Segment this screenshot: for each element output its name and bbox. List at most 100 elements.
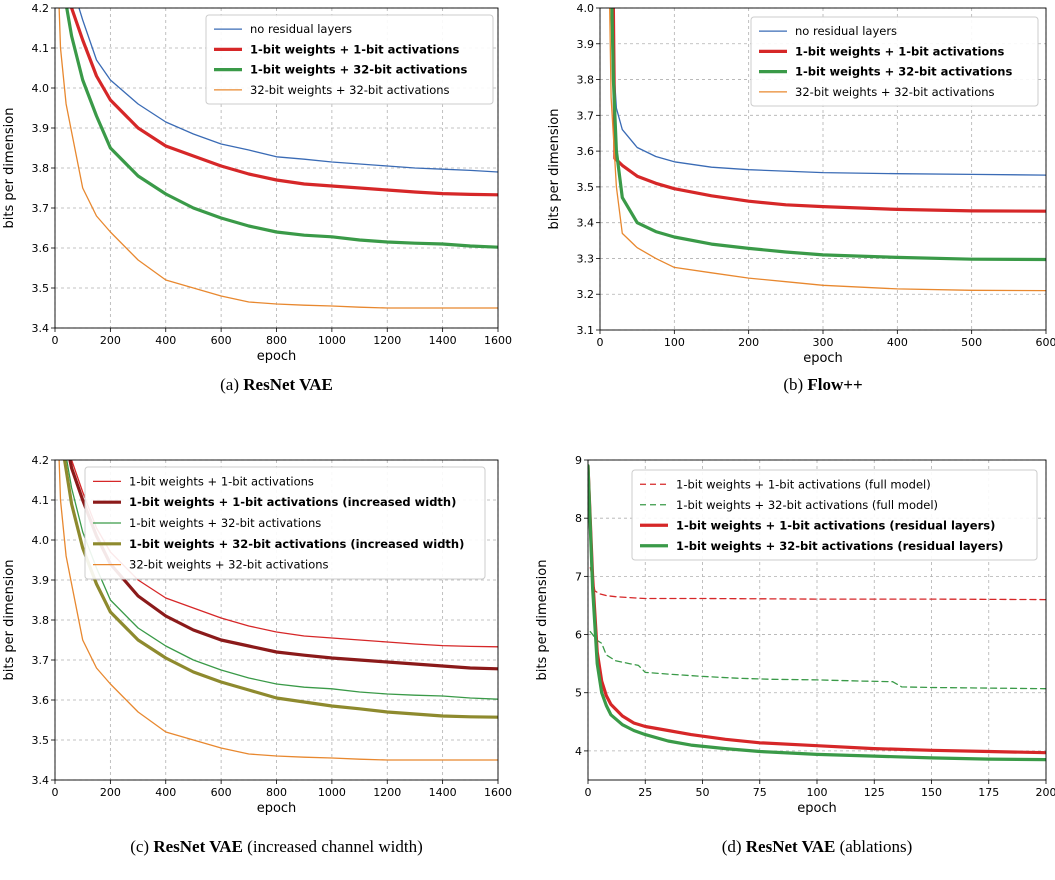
caption-prefix: (b) bbox=[783, 375, 807, 394]
y-tick-label: 6 bbox=[575, 629, 582, 642]
x-tick-label: 25 bbox=[638, 786, 652, 799]
y-tick-label: 3.6 bbox=[32, 242, 50, 255]
caption-bold: ResNet VAE bbox=[746, 837, 836, 856]
legend-label-3: 1-bit weights + 32-bit activations bbox=[795, 65, 1012, 79]
y-tick-label: 3.3 bbox=[577, 252, 595, 265]
y-tick-label: 7 bbox=[575, 570, 582, 583]
y-axis-label: bits per dimension bbox=[535, 560, 550, 681]
legend-label-2: 1-bit weights + 32-bit activations (full… bbox=[676, 498, 938, 512]
x-tick-label: 300 bbox=[813, 336, 834, 349]
caption-prefix: (c) bbox=[130, 837, 153, 856]
x-tick-label: 100 bbox=[664, 336, 685, 349]
legend-label-4: 1-bit weights + 32-bit activations (resi… bbox=[676, 539, 1003, 553]
x-tick-label: 0 bbox=[597, 336, 604, 349]
legend-label-2: 1-bit weights + 1-bit activations bbox=[250, 42, 459, 56]
series-line-2 bbox=[589, 630, 1046, 690]
y-axis-label: bits per dimension bbox=[547, 109, 562, 230]
y-tick-label: 3.4 bbox=[32, 322, 50, 335]
x-tick-label: 1200 bbox=[373, 334, 401, 347]
caption-prefix: (d) bbox=[722, 837, 746, 856]
y-tick-label: 3.5 bbox=[32, 734, 50, 747]
series-line-1 bbox=[78, 8, 498, 173]
legend-label-1: 1-bit weights + 1-bit activations (full … bbox=[676, 477, 931, 491]
series-group bbox=[588, 464, 1046, 762]
x-axis-label: epoch bbox=[803, 351, 843, 366]
y-tick-label: 3.2 bbox=[577, 288, 595, 301]
x-tick-label: 0 bbox=[52, 786, 59, 799]
x-tick-label: 0 bbox=[585, 786, 592, 799]
y-tick-label: 3.9 bbox=[577, 38, 595, 51]
x-tick-label: 1600 bbox=[484, 334, 512, 347]
x-tick-label: 1000 bbox=[318, 786, 346, 799]
y-axis-label: bits per dimension bbox=[2, 560, 17, 681]
y-tick-label: 8 bbox=[575, 512, 582, 525]
caption-bold: ResNet VAE bbox=[243, 375, 333, 394]
x-tick-label: 400 bbox=[155, 786, 176, 799]
chart-panel-b: 0 100 200 300 400 500 600 3.1 3.2 3.3 3.4 3.5 3.6 3.7… bbox=[547, 2, 1055, 394]
series-line-5 bbox=[58, 460, 498, 761]
legend-box bbox=[205, 14, 494, 105]
x-tick-label: 75 bbox=[753, 786, 767, 799]
y-tick-label: 4.1 bbox=[32, 494, 50, 507]
y-tick-label: 4.1 bbox=[32, 42, 50, 55]
y-tick-label: 3.9 bbox=[32, 574, 50, 587]
x-tick-label: 400 bbox=[887, 336, 908, 349]
legend-box bbox=[750, 16, 1039, 107]
y-tick-label: 9 bbox=[575, 454, 582, 467]
series-group bbox=[58, 8, 498, 309]
x-tick-label: 200 bbox=[100, 786, 121, 799]
y-tick-label: 3.7 bbox=[577, 109, 595, 122]
legend-box bbox=[84, 466, 486, 580]
x-axis-label: epoch bbox=[257, 349, 297, 364]
panel-caption: (a) ResNet VAE bbox=[220, 375, 333, 394]
panel-caption: (b) Flow++ bbox=[783, 375, 862, 394]
x-tick-label: 100 bbox=[807, 786, 828, 799]
series-line-3 bbox=[588, 464, 1046, 755]
caption-rest: (increased channel width) bbox=[243, 837, 423, 856]
legend-label-5: 32-bit weights + 32-bit activations bbox=[129, 558, 329, 572]
axes-frame bbox=[54, 7, 499, 329]
x-tick-label: 200 bbox=[1036, 786, 1055, 799]
y-tick-label: 3.1 bbox=[577, 324, 595, 337]
series-line-4 bbox=[609, 8, 1046, 292]
x-tick-label: 600 bbox=[1036, 336, 1055, 349]
legend: no residual layers 1-bit weights + 1-bit … bbox=[750, 16, 1039, 107]
x-tick-label: 800 bbox=[266, 334, 287, 347]
legend-label-2: 1-bit weights + 1-bit activations bbox=[795, 44, 1004, 58]
x-tick-label: 800 bbox=[266, 786, 287, 799]
axes-frame bbox=[599, 7, 1047, 331]
caption-bold: Flow++ bbox=[807, 375, 862, 394]
chart-panel-c: 0 200 400 600 800 1000 1200 1400 1600 3.4 3.5 3.6 3.… bbox=[2, 454, 512, 856]
y-tick-label: 3.4 bbox=[32, 774, 50, 787]
series-line-4 bbox=[58, 8, 498, 309]
x-tick-label: 125 bbox=[864, 786, 885, 799]
x-tick-label: 400 bbox=[155, 334, 176, 347]
axes-frame bbox=[587, 459, 1047, 781]
legend-label-4: 32-bit weights + 32-bit activations bbox=[250, 83, 450, 97]
x-tick-label: 600 bbox=[211, 786, 232, 799]
series-line-3 bbox=[65, 8, 498, 249]
legend-label-1: no residual layers bbox=[250, 22, 352, 36]
series-line-1 bbox=[611, 8, 1046, 176]
chart-panel-a: 0 200 400 600 800 1000 1200 1400 1600 3.4 3.5 3.6 3.… bbox=[2, 2, 512, 394]
y-tick-label: 4.0 bbox=[577, 2, 595, 15]
series-group bbox=[609, 8, 1046, 292]
x-tick-label: 1200 bbox=[373, 786, 401, 799]
y-tick-label: 3.5 bbox=[32, 282, 50, 295]
legend-label-4: 1-bit weights + 32-bit activations (incr… bbox=[129, 537, 464, 551]
x-tick-label: 500 bbox=[961, 336, 982, 349]
y-tick-label: 3.4 bbox=[577, 217, 595, 230]
series-line-3 bbox=[610, 8, 1046, 262]
x-tick-label: 1400 bbox=[429, 786, 457, 799]
legend-label-1: 1-bit weights + 1-bit activations bbox=[129, 474, 314, 488]
x-axis-label: epoch bbox=[257, 801, 297, 816]
y-tick-label: 3.8 bbox=[32, 614, 50, 627]
series-line-2 bbox=[611, 8, 1046, 213]
y-tick-label: 4.0 bbox=[32, 82, 50, 95]
legend-label-3: 1-bit weights + 1-bit activations (resid… bbox=[676, 518, 995, 532]
legend-box bbox=[631, 469, 1038, 561]
legend: no residual layers 1-bit weights + 1-bit … bbox=[205, 14, 494, 105]
axes-frame bbox=[54, 459, 499, 781]
legend-label-1: no residual layers bbox=[795, 24, 897, 38]
legend-label-3: 1-bit weights + 32-bit activations bbox=[250, 63, 467, 77]
